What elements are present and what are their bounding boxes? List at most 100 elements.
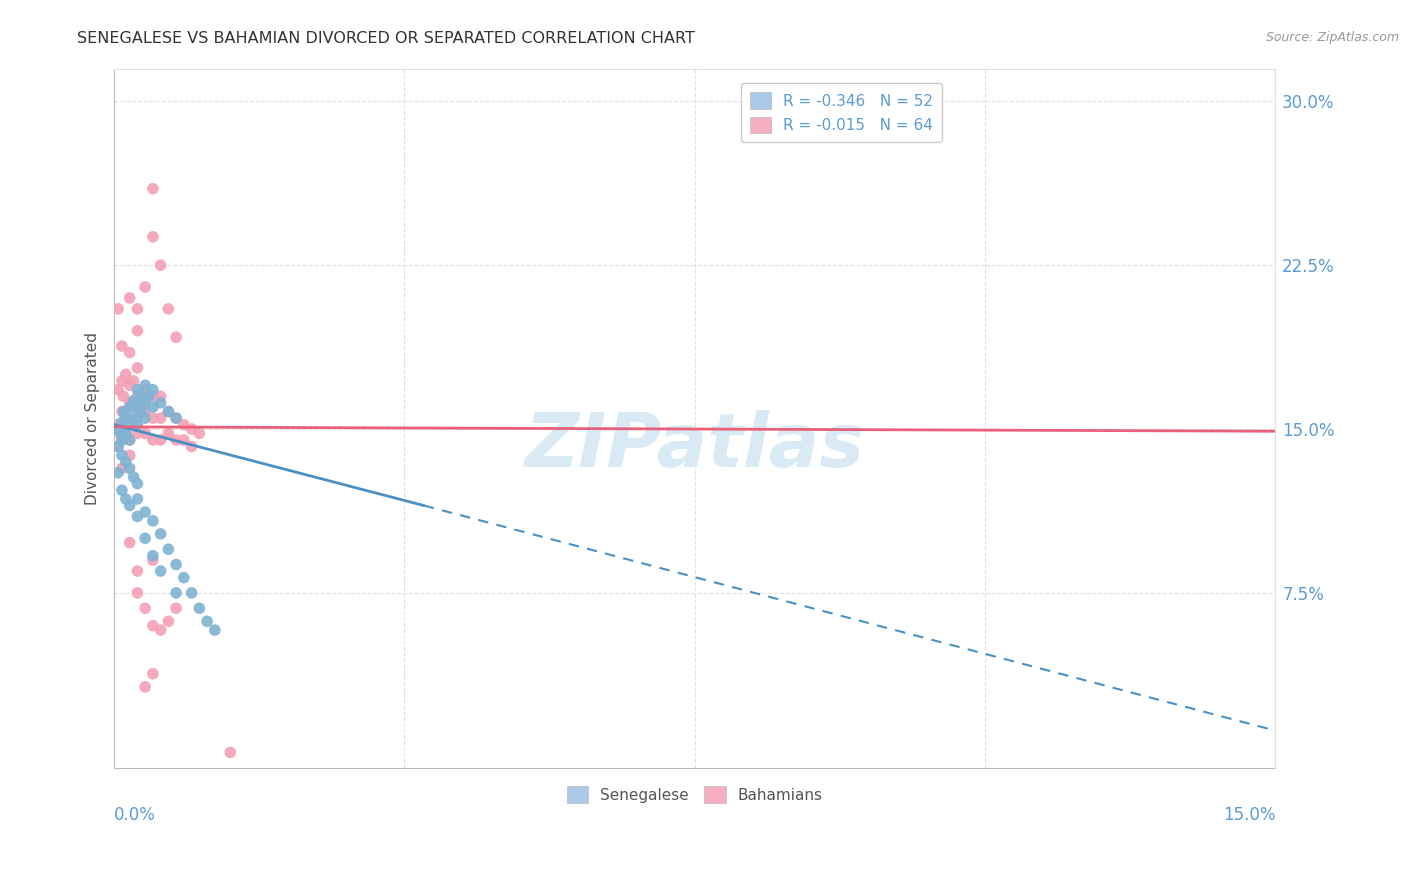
Point xyxy=(149,433,172,447)
Point xyxy=(107,422,129,436)
Point xyxy=(122,470,145,484)
Y-axis label: Divorced or Separated: Divorced or Separated xyxy=(86,332,100,505)
Point xyxy=(142,229,165,244)
Point xyxy=(107,383,129,397)
Point xyxy=(149,527,172,541)
Point xyxy=(111,461,134,475)
Point xyxy=(127,360,149,375)
Point xyxy=(111,483,134,498)
Point xyxy=(157,426,180,441)
Point xyxy=(127,400,149,414)
Point xyxy=(127,383,149,397)
Point xyxy=(118,345,141,359)
Point xyxy=(111,404,134,418)
Point xyxy=(149,411,172,425)
Point xyxy=(129,389,152,403)
Point xyxy=(122,411,145,425)
Point xyxy=(111,433,134,447)
Point xyxy=(180,440,202,454)
Point xyxy=(107,466,129,480)
Point xyxy=(149,258,172,272)
Point xyxy=(134,383,156,397)
Point xyxy=(111,433,134,447)
Point xyxy=(173,417,195,432)
Point xyxy=(118,461,141,475)
Point xyxy=(195,615,218,629)
Point xyxy=(129,404,152,418)
Point xyxy=(118,433,141,447)
Point xyxy=(111,416,134,430)
Point xyxy=(173,433,195,447)
Point xyxy=(142,383,165,397)
Point xyxy=(157,301,180,316)
Point xyxy=(107,301,129,316)
Point xyxy=(107,417,129,432)
Text: Source: ZipAtlas.com: Source: ZipAtlas.com xyxy=(1265,31,1399,45)
Point xyxy=(134,505,156,519)
Point xyxy=(149,623,172,637)
Point xyxy=(188,601,211,615)
Point xyxy=(122,393,145,408)
Point xyxy=(118,433,141,447)
Point xyxy=(118,417,141,432)
Point xyxy=(165,433,187,447)
Point xyxy=(127,389,149,403)
Point xyxy=(127,301,149,316)
Point xyxy=(134,280,156,294)
Legend: Senegalese, Bahamians: Senegalese, Bahamians xyxy=(561,780,830,809)
Point xyxy=(118,396,141,410)
Point xyxy=(165,411,187,425)
Point xyxy=(157,542,180,557)
Point xyxy=(122,400,145,414)
Point xyxy=(188,426,211,441)
Point xyxy=(173,571,195,585)
Point xyxy=(129,396,152,410)
Point xyxy=(149,564,172,578)
Point xyxy=(118,535,141,549)
Point xyxy=(112,389,135,403)
Point xyxy=(111,374,134,388)
Point xyxy=(134,680,156,694)
Point xyxy=(114,411,136,425)
Point xyxy=(142,400,165,414)
Point xyxy=(134,601,156,615)
Point xyxy=(134,404,156,418)
Point xyxy=(180,422,202,436)
Point xyxy=(142,618,165,632)
Point xyxy=(142,182,165,196)
Point xyxy=(165,586,187,600)
Point xyxy=(127,509,149,524)
Point xyxy=(180,586,202,600)
Point xyxy=(118,291,141,305)
Text: ZIPatlas: ZIPatlas xyxy=(524,409,865,483)
Point xyxy=(142,389,165,403)
Point xyxy=(114,368,136,382)
Point xyxy=(110,426,132,441)
Point xyxy=(219,746,242,760)
Point xyxy=(122,374,145,388)
Point xyxy=(165,601,187,615)
Point xyxy=(127,586,149,600)
Point xyxy=(114,491,136,506)
Point xyxy=(107,440,129,454)
Point xyxy=(134,396,156,410)
Point xyxy=(165,558,187,572)
Point xyxy=(134,426,156,441)
Point xyxy=(157,404,180,418)
Point xyxy=(127,426,149,441)
Point xyxy=(114,426,136,441)
Point xyxy=(114,455,136,469)
Point xyxy=(107,440,129,454)
Point xyxy=(149,389,172,403)
Point xyxy=(127,324,149,338)
Point xyxy=(142,553,165,567)
Point xyxy=(157,615,180,629)
Point xyxy=(142,549,165,563)
Text: SENEGALESE VS BAHAMIAN DIVORCED OR SEPARATED CORRELATION CHART: SENEGALESE VS BAHAMIAN DIVORCED OR SEPAR… xyxy=(77,31,695,46)
Point xyxy=(149,396,172,410)
Point xyxy=(118,400,141,414)
Point xyxy=(165,330,187,344)
Point xyxy=(134,411,156,425)
Point xyxy=(114,426,136,441)
Point xyxy=(204,623,226,637)
